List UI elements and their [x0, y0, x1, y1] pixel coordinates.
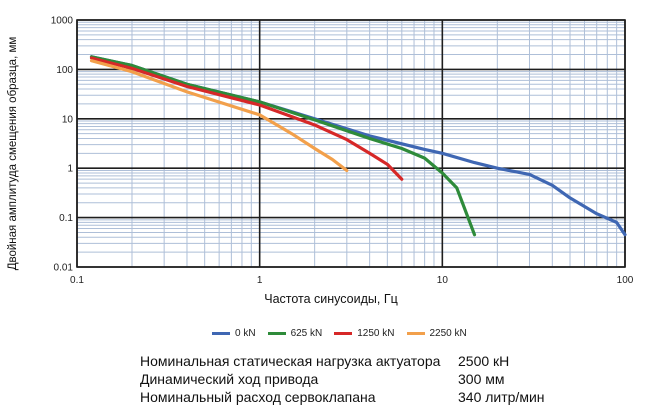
legend-item: 0 kN [212, 328, 256, 339]
legend-label: 625 kN [290, 328, 323, 339]
series-line-3 [89, 59, 349, 173]
legend-label: 2250 kN [429, 328, 467, 339]
legend-item: 625 kN [267, 328, 323, 339]
legend-swatch [406, 332, 425, 335]
x-tick-label: 1 [257, 275, 263, 286]
legend-item: 2250 kN [406, 328, 467, 339]
series-line-2 [89, 56, 404, 181]
plot-frame [76, 19, 626, 268]
series-line-1 [89, 55, 477, 237]
legend-swatch [212, 332, 230, 335]
y-tick-label: 0.1 [59, 213, 73, 224]
legend-item: 1250 kN [334, 328, 395, 339]
spec-row: Динамический ход привода 300 мм [140, 370, 620, 388]
spec-value: 2500 кН [458, 353, 510, 369]
legend-label: 0 kN [235, 328, 256, 339]
y-tick-label: 100 [56, 65, 73, 76]
y-tick-label: 0.01 [54, 263, 74, 274]
spec-label: Номинальный расход сервоклапана [140, 389, 376, 405]
spec-label: Динамический ход привода [140, 371, 319, 387]
legend-swatch [267, 332, 286, 335]
chart: 0.1 1 10 100 0.01 0.1 1 10 100 1000 Частота синусо… [7, 16, 634, 307]
legend-swatch [334, 332, 353, 335]
spec-value: 300 мм [458, 371, 505, 387]
x-axis-label: Частота синусоиды, Гц [264, 292, 398, 306]
y-tick-label: 1000 [51, 16, 74, 27]
x-tick-label: 10 [437, 275, 449, 286]
chart-legend: 0 kN 625 kN 1250 kN 2250 kN [212, 328, 467, 339]
y-tick-label: 10 [62, 114, 74, 125]
x-tick-label: 100 [617, 275, 634, 286]
x-tick-label: 0.1 [70, 275, 84, 286]
y-tick-label: 1 [67, 164, 73, 175]
spec-label: Номинальная статическая нагрузка актуато… [140, 353, 441, 369]
legend-label: 1250 kN [357, 328, 395, 339]
specs-table: Номинальная статическая нагрузка актуато… [140, 352, 620, 406]
y-axis-label: Двойная амплитуда смещения образца, мм [7, 37, 19, 271]
spec-row: Номинальная статическая нагрузка актуато… [140, 352, 620, 370]
spec-value: 340 литр/мин [458, 389, 545, 405]
spec-row: Номинальный расход сервоклапана 340 литр… [140, 388, 620, 406]
